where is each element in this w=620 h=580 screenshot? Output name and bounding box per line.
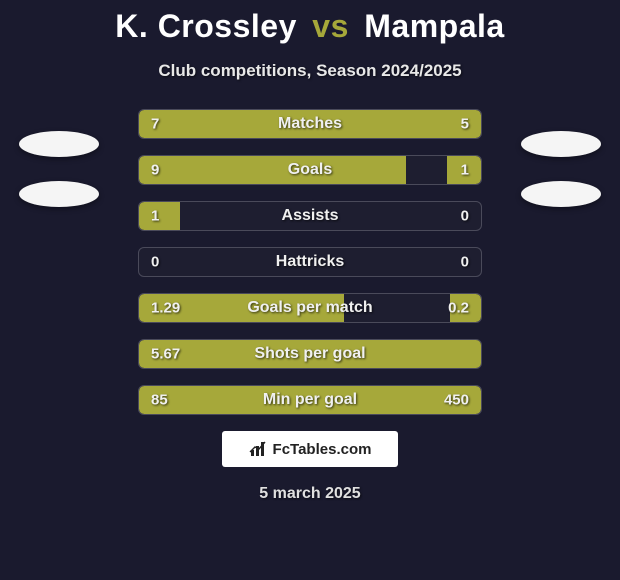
stat-row: 9 Goals 1 — [138, 155, 482, 185]
stat-label: Goals — [288, 161, 332, 179]
chart-icon — [249, 440, 267, 458]
stat-label: Min per goal — [263, 391, 357, 409]
stat-value-left: 1 — [151, 208, 159, 225]
attribution-text: FcTables.com — [273, 441, 372, 458]
subtitle: Club competitions, Season 2024/2025 — [0, 61, 620, 81]
stat-value-left: 7 — [151, 116, 159, 133]
stat-value-left: 1.29 — [151, 300, 180, 317]
bar-right — [337, 110, 481, 138]
bar-left — [139, 202, 180, 230]
comparison-infographic: K. Crossley vs Mampala Club competitions… — [0, 0, 620, 580]
stat-value-right: 0.2 — [448, 300, 469, 317]
stat-value-right: 450 — [444, 392, 469, 409]
stat-rows: 7 Matches 5 9 Goals 1 1 Assists 0 0 Hattricks 0 1.29… — [138, 109, 482, 415]
stat-value-right: 0 — [461, 254, 469, 271]
player2-name: Mampala — [364, 8, 504, 44]
stat-value-right: 1 — [461, 162, 469, 179]
stat-label: Goals per match — [247, 299, 372, 317]
stat-value-left: 85 — [151, 392, 168, 409]
stat-value-left: 9 — [151, 162, 159, 179]
vs-separator: vs — [312, 8, 349, 44]
bar-left — [139, 156, 406, 184]
stat-row: 0 Hattricks 0 — [138, 247, 482, 277]
title: K. Crossley vs Mampala — [0, 8, 620, 45]
stat-label: Shots per goal — [254, 345, 365, 363]
stat-label: Assists — [282, 207, 339, 225]
stat-row: 85 Min per goal 450 — [138, 385, 482, 415]
stat-row: 1 Assists 0 — [138, 201, 482, 231]
team-badge-left-2 — [19, 181, 99, 207]
stat-row: 1.29 Goals per match 0.2 — [138, 293, 482, 323]
attribution-badge: FcTables.com — [222, 431, 398, 467]
stat-value-left: 5.67 — [151, 346, 180, 363]
team-badge-left-1 — [19, 131, 99, 157]
stat-row: 7 Matches 5 — [138, 109, 482, 139]
stat-row: 5.67 Shots per goal — [138, 339, 482, 369]
stat-value-left: 0 — [151, 254, 159, 271]
player1-name: K. Crossley — [115, 8, 297, 44]
team-badge-right-2 — [521, 181, 601, 207]
chart-area: 7 Matches 5 9 Goals 1 1 Assists 0 0 Hattricks 0 1.29… — [0, 109, 620, 415]
stat-label: Hattricks — [276, 253, 344, 271]
team-badge-right-1 — [521, 131, 601, 157]
stat-value-right: 5 — [461, 116, 469, 133]
stat-value-right: 0 — [461, 208, 469, 225]
stat-label: Matches — [278, 115, 342, 133]
date: 5 march 2025 — [0, 485, 620, 503]
